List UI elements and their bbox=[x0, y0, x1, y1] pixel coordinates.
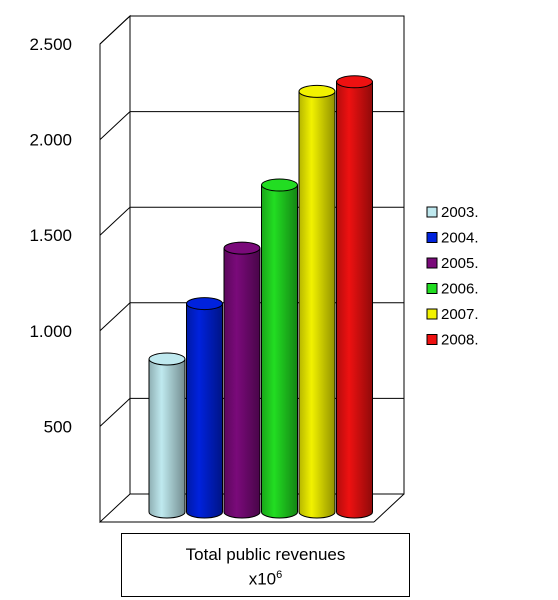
legend-label-2007: 2007. bbox=[441, 306, 479, 323]
bar-2004 bbox=[186, 297, 223, 519]
bar-body bbox=[148, 358, 186, 519]
left-wall bbox=[99, 14, 131, 524]
x-axis-label-line1: Total public revenues bbox=[185, 545, 346, 564]
bar-top bbox=[261, 178, 298, 192]
x-axis-label-box: Total public revenues x106 bbox=[121, 533, 410, 597]
bar-top bbox=[223, 241, 261, 255]
legend-label-2005: 2005. bbox=[441, 255, 479, 272]
legend-swatch-2005 bbox=[426, 257, 438, 269]
bar-top bbox=[148, 352, 186, 366]
legend-swatch-2004 bbox=[426, 232, 438, 243]
y-axis-tick-labels: 500 1.000 1.500 2.000 2.500 bbox=[29, 35, 72, 436]
legend-label-2004: 2004. bbox=[441, 230, 479, 247]
y-tick-label-500: 500 bbox=[44, 417, 72, 436]
bar-2003 bbox=[148, 352, 186, 519]
legend-swatch-2006 bbox=[426, 283, 438, 294]
bar-top bbox=[336, 75, 373, 89]
legend: 2003. 2004. 2005. 2006. 2007. 2008. bbox=[426, 204, 479, 349]
bar-2008 bbox=[336, 75, 373, 519]
bar-top bbox=[298, 84, 336, 98]
bar-2006 bbox=[261, 178, 298, 519]
bar-body bbox=[223, 247, 261, 519]
floor-right-edge bbox=[373, 493, 405, 523]
legend-swatch-2007 bbox=[426, 308, 438, 320]
bar-2005 bbox=[223, 241, 261, 519]
x-axis-label-multiplier: x10 bbox=[248, 569, 277, 589]
gridline-left-500 bbox=[99, 398, 131, 427]
y-tick-label-1000: 1.000 bbox=[29, 322, 72, 341]
x-axis-label-line2: x106 bbox=[122, 565, 409, 590]
bar-2007 bbox=[298, 84, 336, 519]
bar-top bbox=[186, 297, 223, 311]
y-tick-label-2000: 2.000 bbox=[29, 131, 72, 150]
bar-body bbox=[186, 303, 223, 519]
legend-label-2006: 2006. bbox=[441, 281, 479, 298]
legend-swatch-2003 bbox=[426, 206, 438, 218]
bar-body bbox=[298, 90, 336, 519]
legend-label-2008: 2008. bbox=[441, 332, 479, 349]
bar-body bbox=[261, 184, 298, 519]
bar-body bbox=[336, 81, 373, 519]
gridline-left-2000 bbox=[99, 111, 131, 140]
gridline-left-1500 bbox=[99, 206, 131, 236]
y-tick-label-1500: 1.500 bbox=[29, 226, 72, 245]
gridline-left-2500 bbox=[99, 15, 131, 45]
legend-swatch-2008 bbox=[426, 334, 438, 345]
x-axis-label-exponent: 6 bbox=[276, 569, 283, 581]
y-tick-label-2500: 2.500 bbox=[29, 35, 72, 54]
bars bbox=[148, 75, 373, 519]
gridline-left-1000 bbox=[99, 302, 131, 332]
legend-label-2003: 2003. bbox=[441, 204, 479, 221]
